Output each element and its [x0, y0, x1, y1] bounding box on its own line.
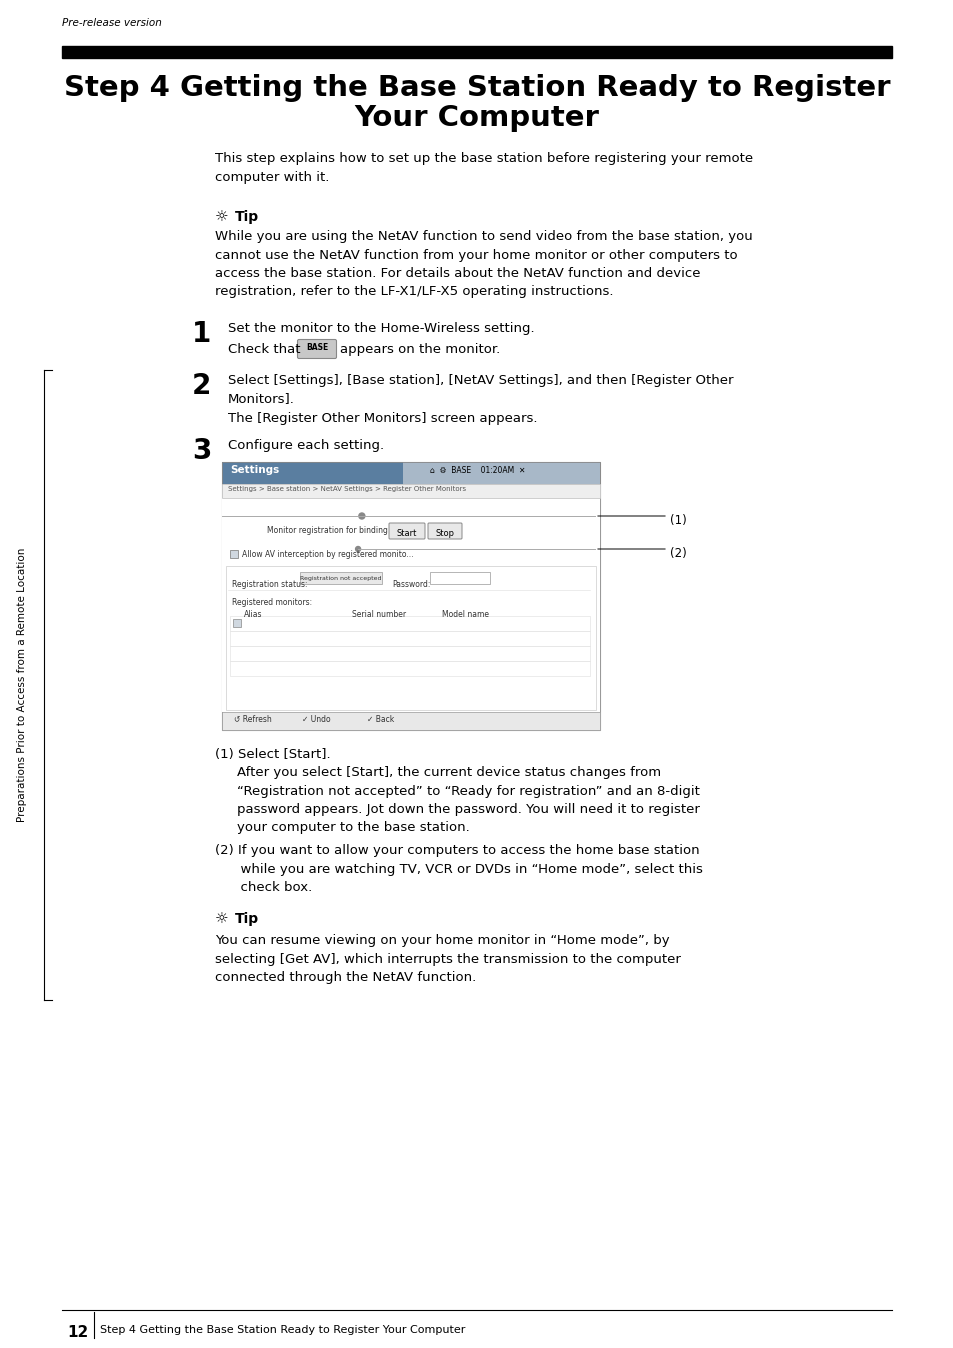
- Text: You can resume viewing on your home monitor in “Home mode”, by
selecting [Get AV: You can resume viewing on your home moni…: [214, 934, 680, 984]
- Bar: [222, 497, 599, 712]
- FancyBboxPatch shape: [389, 523, 424, 539]
- Bar: [222, 462, 599, 731]
- Bar: [233, 619, 241, 627]
- Circle shape: [358, 514, 364, 519]
- Text: Settings: Settings: [230, 465, 279, 474]
- Text: 1: 1: [192, 319, 211, 348]
- Text: (1): (1): [669, 514, 686, 527]
- Bar: [230, 631, 589, 646]
- Text: Step 4 Getting the Base Station Ready to Register Your Computer: Step 4 Getting the Base Station Ready to…: [100, 1325, 465, 1335]
- Bar: [230, 550, 237, 558]
- Bar: [230, 646, 589, 661]
- Text: Configure each setting.: Configure each setting.: [228, 439, 384, 452]
- FancyBboxPatch shape: [297, 340, 336, 359]
- Text: Serial number: Serial number: [352, 611, 406, 619]
- Text: Step 4 Getting the Base Station Ready to Register: Step 4 Getting the Base Station Ready to…: [64, 74, 889, 102]
- Text: Registration not accepted: Registration not accepted: [300, 576, 381, 581]
- Text: Registration status:: Registration status:: [232, 580, 307, 589]
- Bar: [222, 462, 599, 484]
- Text: ✓ Back: ✓ Back: [367, 714, 394, 724]
- Text: Start: Start: [396, 528, 416, 538]
- Text: 2: 2: [192, 372, 212, 400]
- Text: The [Register Other Monitors] screen appears.: The [Register Other Monitors] screen app…: [228, 412, 537, 425]
- Text: While you are using the NetAV function to send video from the base station, you
: While you are using the NetAV function t…: [214, 231, 752, 298]
- Text: ✓ Undo: ✓ Undo: [302, 714, 331, 724]
- Text: ☼: ☼: [214, 210, 229, 225]
- Text: Pre-release version: Pre-release version: [62, 18, 162, 28]
- Text: Alias: Alias: [244, 611, 262, 619]
- Bar: [430, 572, 490, 584]
- Text: (2) If you want to allow your computers to access the home base station
      wh: (2) If you want to allow your computers …: [214, 844, 702, 894]
- Text: Registered monitors:: Registered monitors:: [232, 599, 312, 607]
- Bar: [230, 661, 589, 675]
- Text: Select [Settings], [Base station], [NetAV Settings], and then [Register Other
Mo: Select [Settings], [Base station], [NetA…: [228, 373, 733, 406]
- Bar: [222, 712, 599, 731]
- Text: appears on the monitor.: appears on the monitor.: [339, 342, 499, 356]
- Bar: [226, 566, 596, 710]
- Text: Tip: Tip: [234, 913, 259, 926]
- Bar: [222, 462, 403, 484]
- Bar: [62, 46, 891, 58]
- Text: Password:: Password:: [392, 580, 430, 589]
- Text: ↺ Refresh: ↺ Refresh: [233, 714, 272, 724]
- Circle shape: [355, 546, 360, 551]
- Text: Tip: Tip: [234, 210, 259, 224]
- Text: Preparations Prior to Access from a Remote Location: Preparations Prior to Access from a Remo…: [17, 547, 27, 822]
- Text: Check that: Check that: [228, 342, 300, 356]
- FancyBboxPatch shape: [428, 523, 461, 539]
- Bar: [299, 572, 381, 584]
- Text: Stop: Stop: [435, 528, 454, 538]
- Text: ☼: ☼: [214, 913, 229, 927]
- Text: This step explains how to set up the base station before registering your remote: This step explains how to set up the bas…: [214, 152, 752, 183]
- Text: (2): (2): [669, 547, 686, 559]
- Text: 12: 12: [67, 1325, 89, 1340]
- Text: Allow AV interception by registered monito...: Allow AV interception by registered moni…: [242, 550, 413, 559]
- Text: After you select [Start], the current device status changes from
“Registration n: After you select [Start], the current de…: [236, 766, 700, 834]
- Bar: [222, 484, 599, 497]
- Bar: [403, 462, 599, 484]
- Text: Model name: Model name: [441, 611, 489, 619]
- Text: Monitor registration for binding: Monitor registration for binding: [267, 526, 388, 535]
- Text: BASE: BASE: [306, 342, 328, 352]
- Text: 3: 3: [192, 437, 212, 465]
- Text: Your Computer: Your Computer: [355, 104, 598, 132]
- Bar: [230, 616, 589, 631]
- Text: (1) Select [Start].: (1) Select [Start].: [214, 748, 331, 762]
- Text: Set the monitor to the Home-Wireless setting.: Set the monitor to the Home-Wireless set…: [228, 322, 534, 336]
- Text: ⌂  ⚙  BASE    01:20AM  ✕: ⌂ ⚙ BASE 01:20AM ✕: [430, 466, 525, 474]
- Text: Settings > Base station > NetAV Settings > Register Other Monitors: Settings > Base station > NetAV Settings…: [228, 487, 466, 492]
